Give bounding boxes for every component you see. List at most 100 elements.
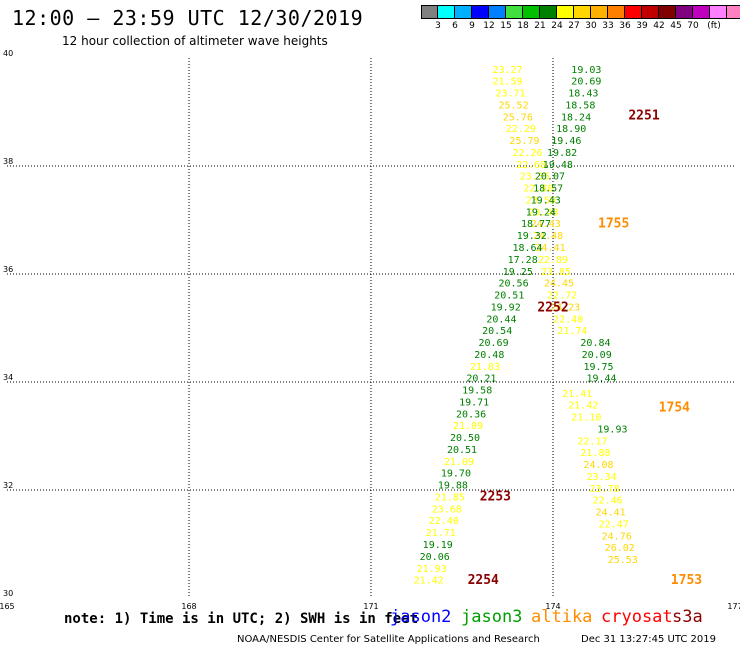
- wave-height-point: 20.50: [450, 433, 480, 444]
- wave-height-point: 26.02: [605, 543, 635, 554]
- wave-height-point: 25.53: [608, 555, 638, 566]
- pass-time-label: 2251: [628, 109, 659, 124]
- wave-height-point: 23.27: [492, 65, 522, 76]
- legend-item-cryosat: cryosat: [601, 607, 673, 627]
- color-scale-tick-label: 6: [452, 21, 458, 31]
- legend-item-altika: altika: [531, 607, 593, 627]
- wave-height-point: 25.76: [503, 112, 533, 123]
- wave-height-point: 19.19: [423, 540, 453, 551]
- x-tick-label: 168: [181, 602, 196, 611]
- wave-height-point: 19.03: [571, 65, 601, 76]
- y-tick-label: 36: [3, 265, 13, 274]
- x-tick-label: 177: [727, 602, 740, 611]
- color-scale-swatch: [608, 5, 625, 19]
- x-tick-label: 165: [0, 602, 15, 611]
- wave-height-point: 22.89: [538, 255, 568, 266]
- wave-height-point: 24.43: [531, 219, 561, 230]
- wave-height-point: 22.47: [599, 519, 629, 530]
- wave-height-point: 20.09: [582, 350, 612, 361]
- wave-height-point: 24.48: [533, 231, 563, 242]
- color-scale-swatch: [540, 5, 557, 19]
- wave-height-point: 20.36: [456, 409, 486, 420]
- wave-height-point: 24.45: [544, 279, 574, 290]
- wave-height-point: 22.29: [506, 124, 536, 135]
- color-scale-tick-label: 9: [469, 21, 475, 31]
- color-scale-tick-label: (ft): [707, 21, 721, 31]
- wave-height-point: 24.41: [536, 243, 566, 254]
- wave-height-point: 25.79: [509, 136, 539, 147]
- x-tick-label: 174: [545, 602, 560, 611]
- wave-height-point: 23.68: [432, 504, 462, 515]
- wave-height-point: 22.26: [512, 148, 542, 159]
- chart-data-labels: 23.2721.5923.7125.5225.7622.2925.7922.26…: [414, 65, 638, 587]
- wave-height-point: 18.77: [521, 219, 551, 230]
- wave-height-point: 18.43: [568, 89, 598, 100]
- chart-axis-labels: 165 168 171 174 177 40 38 36 34 32 30: [0, 49, 740, 611]
- wave-height-point: 20.69: [478, 338, 508, 349]
- wave-height-point: 20.69: [571, 77, 601, 88]
- wave-height-point: 23.85: [541, 267, 571, 278]
- wave-height-point: 18.90: [556, 124, 586, 135]
- page-title: 12:00 – 23:59 UTC 12/30/2019: [12, 6, 364, 30]
- color-scale-bar: [421, 5, 740, 19]
- wave-height-point: 24.76: [602, 531, 632, 542]
- wave-height-point: 19.58: [462, 386, 492, 397]
- wave-height-point: 23.34: [586, 472, 616, 483]
- wave-height-point: 21.83: [470, 362, 500, 373]
- color-scale-swatch: [421, 5, 438, 19]
- page-subtitle: 12 hour collection of altimeter wave hei…: [62, 34, 328, 48]
- pass-time-label: 1755: [598, 217, 629, 232]
- footer-credit: NOAA/NESDIS Center for Satellite Applica…: [237, 634, 540, 645]
- legend-item-jason3: jason3: [461, 607, 523, 627]
- wave-height-point: 19.88: [438, 481, 468, 492]
- wave-height-point: 19.25: [503, 267, 533, 278]
- wave-height-point: 21.74: [557, 326, 587, 337]
- wave-height-point: 19.75: [583, 362, 613, 373]
- wave-height-point: 22.80: [523, 184, 553, 195]
- chart-time-labels: 2251 1755 2252 1754 2253 2254 1753: [468, 109, 703, 588]
- color-scale-swatch: [489, 5, 506, 19]
- color-scale-swatch: [676, 5, 693, 19]
- wave-height-point: 18.64: [512, 243, 542, 254]
- color-scale-swatch: [659, 5, 676, 19]
- wave-height-point: 22.40: [429, 516, 459, 527]
- y-tick-label: 30: [3, 589, 13, 598]
- wave-height-point: 23.78: [590, 484, 620, 495]
- x-tick-label: 171: [363, 602, 378, 611]
- color-scale-swatch: [625, 5, 642, 19]
- wave-height-point: 19.46: [551, 136, 581, 147]
- wave-height-point: 19.71: [459, 397, 489, 408]
- wave-height-point: 18.24: [561, 112, 591, 123]
- wave-height-point: 24.23: [550, 302, 580, 313]
- y-tick-label: 38: [3, 157, 13, 166]
- wave-height-point: 21.42: [414, 576, 444, 587]
- color-scale-tick-label: 39: [636, 21, 648, 31]
- wave-height-point: 21.41: [562, 389, 592, 400]
- wave-height-point: 19.93: [597, 424, 627, 435]
- wave-height-point: 18.57: [533, 184, 563, 195]
- wave-height-point: 19.43: [531, 195, 561, 206]
- wave-height-point: 20.84: [580, 338, 610, 349]
- wave-height-point: 20.51: [447, 445, 477, 456]
- color-scale-tick-label: 21: [534, 21, 546, 31]
- wave-height-point: 21.88: [580, 448, 610, 459]
- color-scale-swatch: [506, 5, 523, 19]
- wave-height-point: 22.68: [516, 160, 546, 171]
- wave-height-point: 17.28: [508, 255, 538, 266]
- color-scale-swatch: [472, 5, 489, 19]
- y-tick-label: 34: [3, 373, 13, 382]
- color-scale-tick-label: 3: [435, 21, 441, 31]
- color-scale-tick-label: 45: [670, 21, 682, 31]
- color-scale-tick-label: 24: [551, 21, 563, 31]
- wave-height-point: 20.44: [486, 314, 516, 325]
- wave-height-point: 20.07: [535, 172, 565, 183]
- wave-height-point: 20.21: [466, 374, 496, 385]
- wave-height-point: 22.17: [577, 436, 607, 447]
- chart-grid: [7, 58, 735, 598]
- wave-height-point: 19.32: [517, 231, 547, 242]
- wave-height-point: 23.71: [495, 89, 525, 100]
- wave-height-point: 25.52: [499, 100, 529, 111]
- wave-height-point: 19.24: [526, 207, 556, 218]
- wave-height-point: 23.35: [520, 172, 550, 183]
